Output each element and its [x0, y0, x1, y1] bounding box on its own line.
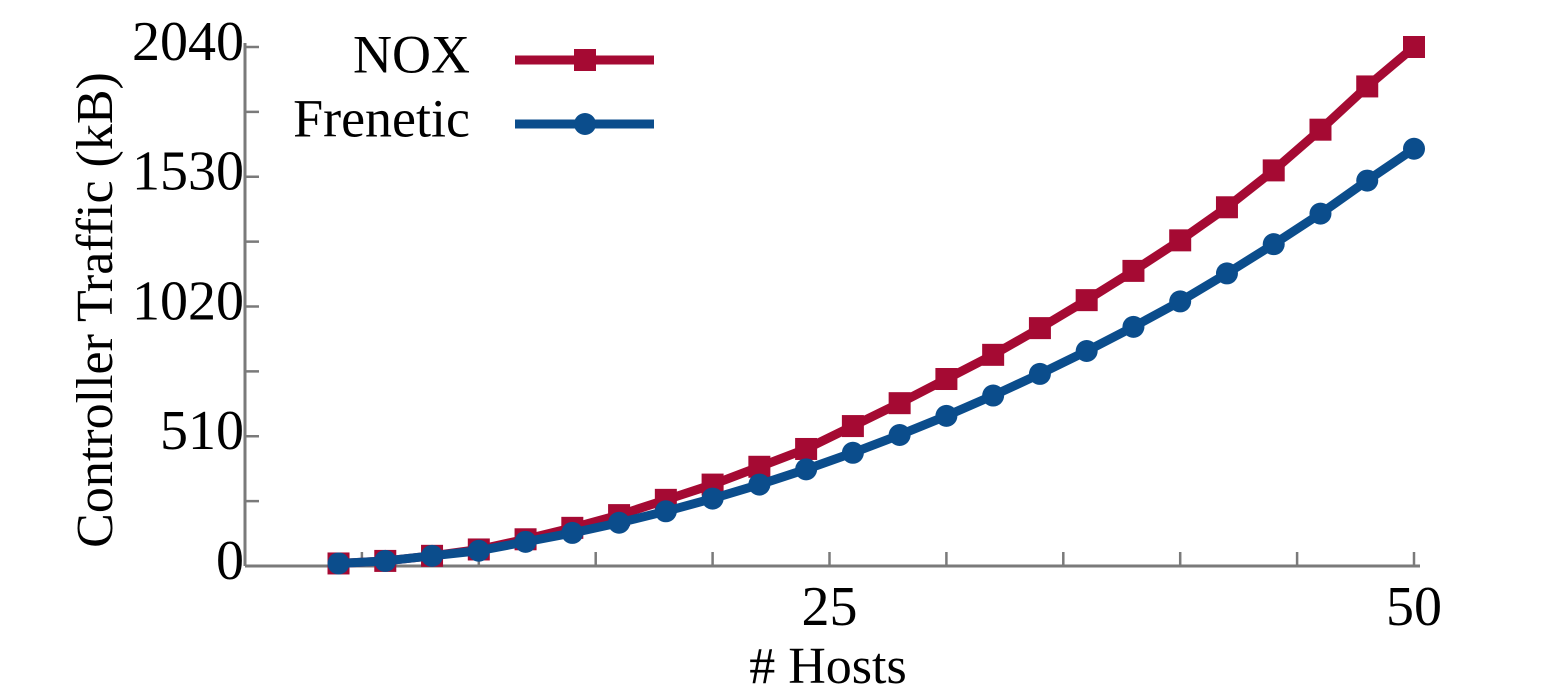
- data-point: [935, 404, 958, 427]
- data-point: [1122, 259, 1145, 282]
- y-tick-label: 0: [216, 530, 244, 592]
- x-axis-label: # Hosts: [749, 638, 906, 695]
- data-point: [1215, 262, 1238, 285]
- data-point: [1356, 75, 1379, 98]
- data-point: [888, 392, 911, 415]
- data-point: [1169, 229, 1192, 252]
- data-point: [982, 384, 1005, 407]
- data-point: [327, 552, 350, 575]
- y-tick-label: 510: [160, 400, 244, 462]
- data-point: [1075, 340, 1098, 363]
- y-tick-label: 2040: [132, 11, 244, 73]
- data-point: [795, 458, 818, 481]
- data-point: [374, 549, 397, 572]
- series-line: [338, 145, 1417, 568]
- data-point: [935, 368, 958, 391]
- data-point: [561, 521, 584, 544]
- data-point: [1169, 290, 1192, 313]
- y-axis: 0 510 1020 1530 2040: [132, 11, 259, 592]
- data-point: [1309, 202, 1332, 225]
- data-point: [888, 423, 911, 446]
- y-axis-label: Controller Traffic (kB): [67, 72, 124, 548]
- data-point: [1262, 233, 1285, 256]
- data-point: [1356, 169, 1379, 192]
- legend-item: NOX: [353, 24, 654, 84]
- x-tick-label: 50: [1386, 576, 1442, 638]
- data-point: [841, 441, 864, 464]
- x-tick-label: 25: [802, 576, 858, 638]
- legend-label: NOX: [353, 24, 470, 84]
- data-point: [1403, 36, 1425, 58]
- data-point: [608, 511, 631, 534]
- data-point: [841, 415, 864, 438]
- data-point: [1309, 118, 1332, 141]
- data-point: [748, 455, 771, 478]
- data-point: [795, 437, 818, 460]
- legend-marker: [574, 49, 596, 71]
- data-point: [1028, 317, 1051, 340]
- data-point: [1403, 137, 1425, 160]
- y-tick-label: 1530: [132, 141, 244, 203]
- data-point: [467, 539, 490, 562]
- data-point: [1028, 362, 1051, 385]
- series-line: [338, 43, 1417, 568]
- legend-marker: [574, 113, 596, 135]
- series-nox: [327, 36, 1425, 575]
- data-point: [421, 544, 444, 567]
- y-tick-label: 1020: [132, 270, 244, 332]
- data-point: [514, 530, 537, 553]
- legend-label: Frenetic: [293, 88, 470, 148]
- data-point: [748, 473, 771, 496]
- data-point: [701, 487, 724, 510]
- data-point: [1075, 289, 1098, 312]
- data-point: [1262, 159, 1285, 182]
- legend-item: Frenetic: [293, 88, 654, 148]
- data-point: [982, 343, 1005, 366]
- data-point: [654, 500, 677, 523]
- data-point: [1215, 196, 1238, 219]
- series-frenetic: [327, 137, 1425, 575]
- data-point: [1122, 315, 1145, 338]
- series-layer: [327, 36, 1425, 575]
